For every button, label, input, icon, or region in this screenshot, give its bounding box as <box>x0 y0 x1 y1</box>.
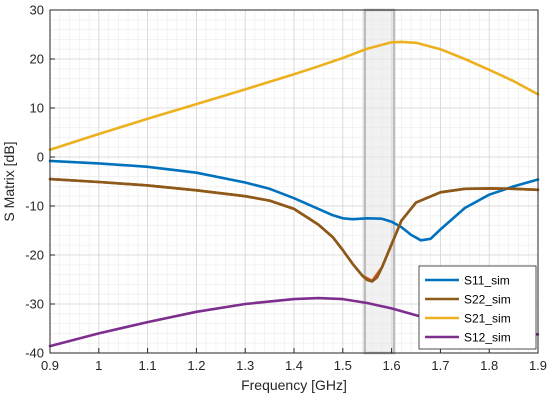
legend-label: S22_sim <box>464 293 511 307</box>
y-tick-label: -40 <box>25 346 44 361</box>
y-tick-labels: -40 -30 -20 -10 0 10 20 30 <box>25 3 44 361</box>
frequency-band-highlight <box>363 8 396 355</box>
y-tick-label: 0 <box>37 150 44 165</box>
x-axis-label: Frequency [GHz] <box>241 377 347 393</box>
x-tick-label: 1.9 <box>529 358 547 373</box>
x-tick-label: 1 <box>95 358 102 373</box>
series-line-s11-sim <box>48 159 540 242</box>
x-tick-label: 1.7 <box>431 358 449 373</box>
y-axis-label: S Matrix [dB] <box>1 141 17 221</box>
series-line-s21-sim <box>48 40 540 151</box>
x-tick-label: 1.6 <box>383 358 401 373</box>
legend-label: S12_sim <box>464 331 511 345</box>
legend-label: S11_sim <box>464 274 510 288</box>
x-tick-label: 1.8 <box>480 358 498 373</box>
x-tick-label: 1.5 <box>334 358 352 373</box>
y-tick-label: -20 <box>25 248 44 263</box>
x-tick-label: 1.2 <box>187 358 205 373</box>
x-tick-labels: 0.9 1 1.1 1.2 1.3 1.4 1.5 1.6 1.7 1.8 1.9 <box>41 358 547 373</box>
y-tick-label: -30 <box>25 297 44 312</box>
legend: S11_sim S22_sim S21_sim S12_sim <box>418 265 537 350</box>
y-tick-label: 20 <box>30 52 44 67</box>
series-line-s22-sim <box>48 177 540 283</box>
x-tick-label: 1.1 <box>139 358 157 373</box>
x-tick-label: 1.3 <box>236 358 254 373</box>
y-tick-label: 10 <box>30 101 44 116</box>
y-tick-label: -10 <box>25 199 44 214</box>
axes-frame <box>49 9 539 354</box>
y-tick-label: 30 <box>30 3 44 18</box>
legend-label: S21_sim <box>464 312 511 326</box>
series-lines <box>48 40 540 348</box>
x-tick-label: 1.4 <box>285 358 303 373</box>
x-tick-label: 0.9 <box>41 358 59 373</box>
highlight-band <box>363 8 396 355</box>
